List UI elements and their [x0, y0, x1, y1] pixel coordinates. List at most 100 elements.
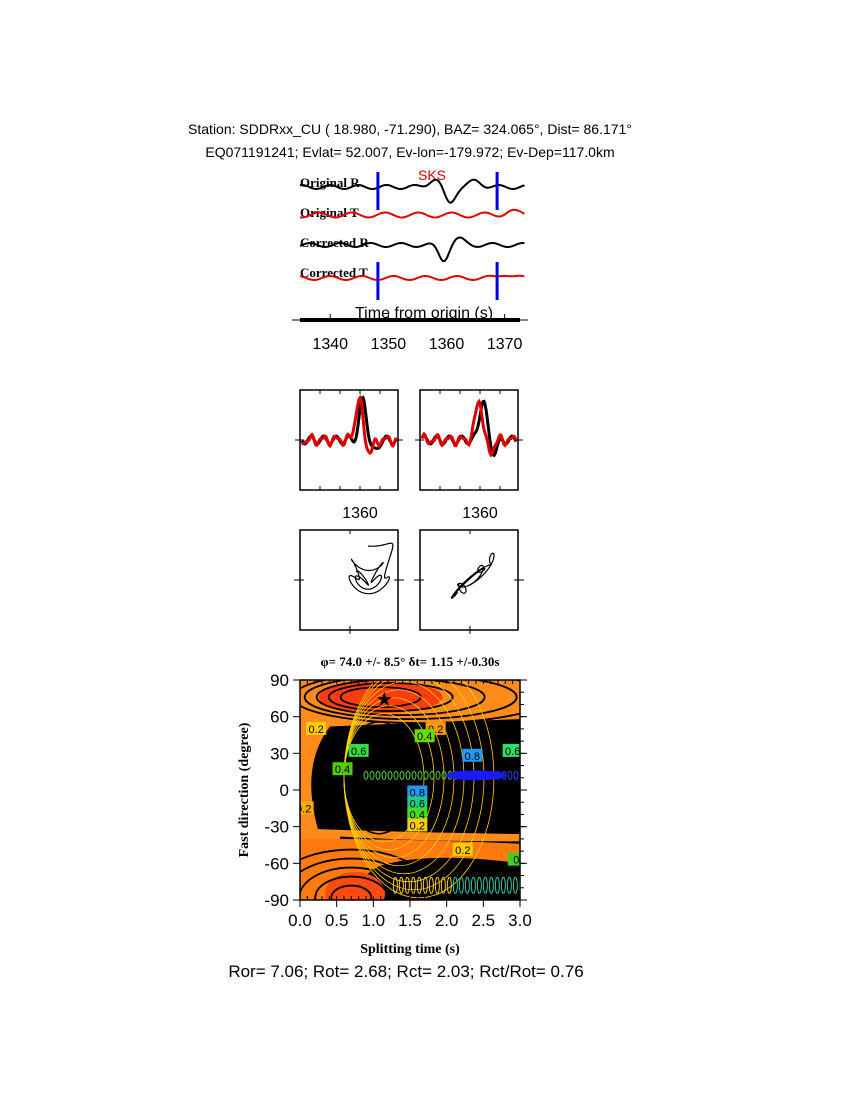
contour-line	[435, 770, 441, 780]
y-tick-label: 90	[270, 671, 289, 690]
traces-panel: SKS Original R Original T Corrected R Co…	[292, 167, 528, 353]
x-tick-label: 1.5	[398, 911, 422, 930]
contour-line	[506, 876, 512, 894]
contour-line	[393, 770, 399, 780]
contour-label-bg	[502, 743, 520, 757]
contour-label-bg	[300, 801, 314, 815]
contour-label-bg	[414, 729, 435, 743]
contour-line	[410, 876, 416, 894]
contour-line	[434, 876, 440, 894]
contour-line	[507, 770, 513, 780]
contour-line	[300, 866, 405, 900]
waveform-tick-label: 1360	[462, 505, 498, 522]
contour-line	[404, 876, 410, 894]
footer-stats: Ror= 7.06; Rot= 2.68; Rct= 2.03; Rct/Rot…	[228, 962, 584, 981]
contour-line	[452, 876, 458, 894]
waveform-slow	[300, 394, 398, 456]
trace-label-original-t: Original T	[300, 205, 359, 220]
time-tick-label: 1340	[312, 336, 348, 353]
contour-line	[429, 770, 435, 780]
contour-label-bg	[462, 748, 483, 762]
event-info: EQ071191241; Evlat= 52.007, Ev-lon=-179.…	[205, 144, 615, 160]
contour-label-bg	[452, 842, 473, 856]
contour-line	[525, 877, 529, 893]
x-tick-label: 0.5	[325, 911, 349, 930]
contour-line	[446, 876, 452, 894]
contour-field: 0.2 0.20.40.6 0.8 0.60.40.80.60.40.20.20.20…	[300, 680, 542, 900]
waveform-panels: 1360 1360	[295, 389, 523, 522]
y-tick-label: 60	[270, 708, 289, 727]
contour-label-bg	[407, 796, 428, 810]
time-tick-label: 1360	[429, 336, 465, 353]
best-fit-star-icon	[376, 691, 392, 706]
y-tick-label: 0	[280, 781, 289, 800]
trace-0	[299, 178, 525, 204]
contour-line	[381, 770, 387, 780]
contour-line	[537, 877, 541, 893]
contour-label: 0.2	[455, 845, 470, 857]
waveform-slow	[420, 398, 518, 458]
contour-line	[416, 876, 422, 894]
contour-line	[440, 876, 446, 894]
contour-line	[538, 771, 542, 779]
contour-line	[300, 680, 520, 725]
time-axis-label: Time from origin (s)	[355, 305, 493, 322]
particle-motion-path-0	[348, 542, 394, 595]
contour-label: 0.2	[308, 724, 323, 736]
contour-line	[387, 770, 393, 780]
contour-line	[405, 770, 411, 780]
contour-region-blue	[446, 770, 506, 781]
contour-label-bg	[332, 762, 353, 776]
x-axis-label: Splitting time (s)	[360, 942, 460, 957]
time-tick-label: 1370	[487, 336, 523, 353]
contour-line	[512, 876, 518, 894]
contour-line	[428, 876, 434, 894]
particle-motion-panels	[294, 529, 524, 634]
contour-line	[375, 770, 381, 780]
contour-label-bg	[507, 852, 520, 866]
particle-motion-path-1	[450, 552, 495, 599]
y-tick-label: -30	[264, 818, 289, 837]
x-tick-label: 1.0	[362, 911, 386, 930]
contour-line	[470, 876, 476, 894]
x-tick-label: 3.0	[508, 911, 532, 930]
trace-1	[299, 208, 525, 219]
trace-2	[299, 236, 525, 263]
contour-line	[369, 770, 375, 780]
contour-label: 0.8	[465, 751, 480, 763]
contour-line	[531, 877, 535, 893]
y-tick-label: 30	[270, 744, 289, 763]
contour-line	[417, 770, 423, 780]
contour-label: 0.6	[351, 746, 366, 758]
contour-line	[315, 680, 486, 717]
contour-line	[464, 876, 470, 894]
trace-label-corrected-t: Corrected T	[300, 265, 368, 280]
contour-line	[314, 875, 389, 900]
trace-label-original-r: Original R	[300, 175, 360, 190]
contour-line	[398, 876, 404, 894]
contour-line	[399, 770, 405, 780]
time-tick-label: 1350	[371, 336, 407, 353]
contour-line	[330, 884, 373, 900]
contour-line	[411, 770, 417, 780]
contour-line	[458, 876, 464, 894]
contour-panel: φ= 74.0 +/- 8.5° δt= 1.15 +/-0.30s Split…	[237, 654, 542, 957]
contour-line	[494, 876, 500, 894]
contour-label-bg	[306, 721, 327, 735]
contour-label-bg	[407, 785, 428, 799]
x-tick-label: 2.5	[472, 911, 496, 930]
y-tick-label: -60	[264, 854, 289, 873]
contour-line	[476, 876, 482, 894]
contour-line	[513, 770, 519, 780]
contour-line	[532, 771, 536, 779]
contour-line	[392, 876, 398, 894]
x-tick-label: 0.0	[288, 911, 312, 930]
contour-line	[500, 876, 506, 894]
contour-label: 0.4	[417, 731, 432, 743]
contour-label-bg	[407, 807, 428, 821]
contour-line	[363, 770, 369, 780]
waveform-tick-label: 1360	[342, 505, 378, 522]
x-tick-label: 2.0	[435, 911, 459, 930]
contour-line	[488, 876, 494, 894]
